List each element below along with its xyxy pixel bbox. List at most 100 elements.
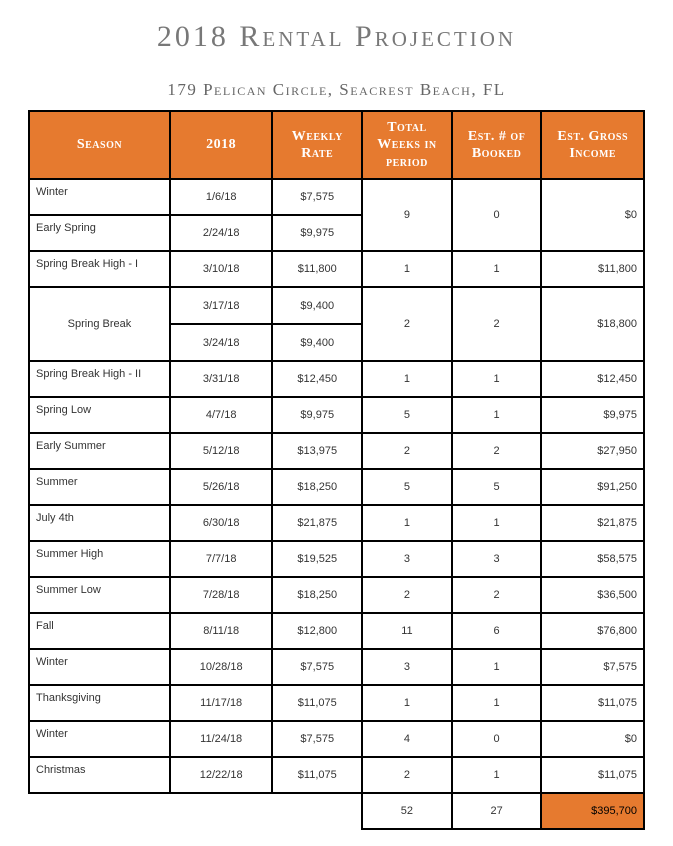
cell-income: $0 xyxy=(541,721,644,757)
cell-date: 8/11/18 xyxy=(170,613,272,649)
cell-date: 11/24/18 xyxy=(170,721,272,757)
total-booked: 27 xyxy=(452,793,542,829)
col-year: 2018 xyxy=(170,111,272,179)
cell-rate: $11,800 xyxy=(272,251,362,287)
table-row: Fall 8/11/18 $12,800 11 6 $76,800 xyxy=(29,613,644,649)
totals-row: 52 27 $395,700 xyxy=(29,793,644,829)
cell-weeks: 1 xyxy=(362,685,452,721)
cell-weeks: 2 xyxy=(362,577,452,613)
cell-date: 11/17/18 xyxy=(170,685,272,721)
col-income: Est. Gross Income xyxy=(541,111,644,179)
cell-rate-split: $9,400 $9,400 xyxy=(272,287,362,361)
cell-rate: $7,575 xyxy=(272,721,362,757)
cell-weeks: 4 xyxy=(362,721,452,757)
cell-season: Christmas xyxy=(29,757,170,793)
cell-date: 3/10/18 xyxy=(170,251,272,287)
col-weeks: Total Weeks in period xyxy=(362,111,452,179)
cell-booked: 3 xyxy=(452,541,542,577)
table-row: Summer High 7/7/18 $19,525 3 3 $58,575 xyxy=(29,541,644,577)
table-header-row: Season 2018 Weekly Rate Total Weeks in p… xyxy=(29,111,644,179)
cell-income: $9,975 xyxy=(541,397,644,433)
cell-season: Early Spring xyxy=(29,215,170,251)
cell-rate: $11,075 xyxy=(272,757,362,793)
cell-income: $21,875 xyxy=(541,505,644,541)
cell-booked: 0 xyxy=(452,179,542,251)
cell-season: Winter xyxy=(29,649,170,685)
cell-income: $12,450 xyxy=(541,361,644,397)
cell-weeks: 3 xyxy=(362,541,452,577)
cell-season: July 4th xyxy=(29,505,170,541)
cell-booked: 1 xyxy=(452,685,542,721)
total-income: $395,700 xyxy=(541,793,644,829)
cell-season: Spring Break High - II xyxy=(29,361,170,397)
cell-date: 5/26/18 xyxy=(170,469,272,505)
cell-rate: $19,525 xyxy=(272,541,362,577)
cell-rate: $12,450 xyxy=(272,361,362,397)
projection-table: Season 2018 Weekly Rate Total Weeks in p… xyxy=(28,110,645,830)
cell-income: $91,250 xyxy=(541,469,644,505)
cell-booked: 0 xyxy=(452,721,542,757)
cell-date: 10/28/18 xyxy=(170,649,272,685)
cell-season: Summer High xyxy=(29,541,170,577)
cell-rate: $12,800 xyxy=(272,613,362,649)
cell-date: 2/24/18 xyxy=(170,215,272,251)
cell-booked: 2 xyxy=(452,287,542,361)
cell-date: 5/12/18 xyxy=(170,433,272,469)
cell-season: Summer Low xyxy=(29,577,170,613)
cell-rate: $9,400 xyxy=(273,324,361,360)
cell-rate: $18,250 xyxy=(272,577,362,613)
cell-weeks: 2 xyxy=(362,757,452,793)
cell-weeks: 2 xyxy=(362,433,452,469)
cell-date: 4/7/18 xyxy=(170,397,272,433)
cell-income: $76,800 xyxy=(541,613,644,649)
cell-date: 6/30/18 xyxy=(170,505,272,541)
cell-booked: 1 xyxy=(452,505,542,541)
col-season: Season xyxy=(29,111,170,179)
cell-weeks: 5 xyxy=(362,397,452,433)
cell-weeks: 1 xyxy=(362,505,452,541)
cell-rate: $9,975 xyxy=(272,215,362,251)
cell-season: Spring Break xyxy=(29,287,170,361)
cell-booked: 2 xyxy=(452,433,542,469)
cell-weeks: 5 xyxy=(362,469,452,505)
cell-season: Spring Low xyxy=(29,397,170,433)
cell-date: 3/17/18 xyxy=(171,288,271,324)
cell-date: 3/24/18 xyxy=(171,324,271,360)
table-row: Thanksgiving 11/17/18 $11,075 1 1 $11,07… xyxy=(29,685,644,721)
cell-weeks: 3 xyxy=(362,649,452,685)
table-row: Christmas 12/22/18 $11,075 2 1 $11,075 xyxy=(29,757,644,793)
cell-rate: $13,975 xyxy=(272,433,362,469)
cell-season: Summer xyxy=(29,469,170,505)
cell-income: $0 xyxy=(541,179,644,251)
table-row: Summer 5/26/18 $18,250 5 5 $91,250 xyxy=(29,469,644,505)
cell-rate: $18,250 xyxy=(272,469,362,505)
cell-booked: 1 xyxy=(452,757,542,793)
cell-date: 12/22/18 xyxy=(170,757,272,793)
cell-rate: $7,575 xyxy=(272,179,362,215)
cell-income: $11,800 xyxy=(541,251,644,287)
col-rate: Weekly Rate xyxy=(272,111,362,179)
cell-booked: 5 xyxy=(452,469,542,505)
table-row: Summer Low 7/28/18 $18,250 2 2 $36,500 xyxy=(29,577,644,613)
cell-booked: 1 xyxy=(452,361,542,397)
table-row: Spring Break High - II 3/31/18 $12,450 1… xyxy=(29,361,644,397)
cell-income: $27,950 xyxy=(541,433,644,469)
cell-income: $7,575 xyxy=(541,649,644,685)
page-title: 2018 Rental Projection xyxy=(28,20,645,54)
table-row: Winter 10/28/18 $7,575 3 1 $7,575 xyxy=(29,649,644,685)
cell-booked: 2 xyxy=(452,577,542,613)
cell-season: Winter xyxy=(29,721,170,757)
col-booked: Est. # of Booked xyxy=(452,111,542,179)
cell-date: 7/28/18 xyxy=(170,577,272,613)
cell-booked: 6 xyxy=(452,613,542,649)
table-row: Spring Low 4/7/18 $9,975 5 1 $9,975 xyxy=(29,397,644,433)
page-subtitle: 179 Pelican Circle, Seacrest Beach, FL xyxy=(28,80,645,100)
cell-income: $36,500 xyxy=(541,577,644,613)
cell-date: 1/6/18 xyxy=(170,179,272,215)
cell-rate: $7,575 xyxy=(272,649,362,685)
cell-season: Thanksgiving xyxy=(29,685,170,721)
cell-season: Early Summer xyxy=(29,433,170,469)
cell-booked: 1 xyxy=(452,397,542,433)
cell-weeks: 1 xyxy=(362,361,452,397)
table-row: Winter 1/6/18 $7,575 9 0 $0 xyxy=(29,179,644,215)
